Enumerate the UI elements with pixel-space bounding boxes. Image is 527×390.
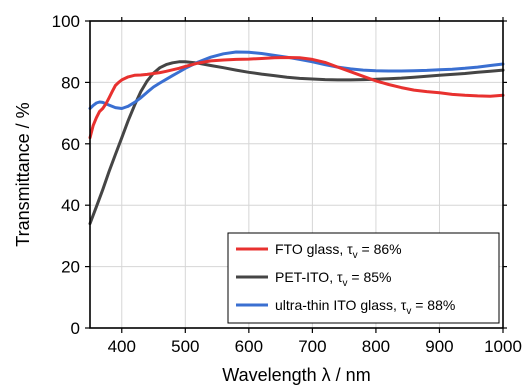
plot-frame xyxy=(89,20,504,329)
y-tick-label: 100 xyxy=(52,12,80,31)
legend: FTO glass, τv = 86% PET-ITO, τv = 85% ultr… xyxy=(227,232,500,324)
series-line-1 xyxy=(88,60,505,226)
legend-label-1: PET-ITO, τv = 85% xyxy=(275,269,392,289)
y-axis-title: Transmittance / % xyxy=(13,102,33,246)
x-tick-label: 900 xyxy=(425,337,453,356)
y-tick-label: 0 xyxy=(71,319,80,338)
y-tick-label: 60 xyxy=(61,135,80,154)
x-axis-title: Wavelength λ / nm xyxy=(222,365,370,385)
legend-label-2: ultra-thin ITO glass, τv = 88% xyxy=(275,297,455,317)
x-tick-label: 1000 xyxy=(484,337,522,356)
legend-label-0: FTO glass, τv = 86% xyxy=(275,241,402,261)
legend-box xyxy=(227,232,500,324)
series-line-0 xyxy=(88,56,505,140)
y-tick-label: 80 xyxy=(61,73,80,92)
x-tick-label: 800 xyxy=(362,337,390,356)
x-tick-label: 700 xyxy=(298,337,326,356)
axis-ticks: 400 500 600 700 800 900 1000 0 20 40 60 80 100 xyxy=(52,12,522,356)
series-line-2 xyxy=(88,50,505,110)
x-tick-label: 500 xyxy=(171,337,199,356)
x-tick-label: 600 xyxy=(235,337,263,356)
y-tick-label: 20 xyxy=(61,258,80,277)
series-lines xyxy=(88,50,505,226)
y-tick-label: 40 xyxy=(61,196,80,215)
x-tick-label: 400 xyxy=(108,337,136,356)
